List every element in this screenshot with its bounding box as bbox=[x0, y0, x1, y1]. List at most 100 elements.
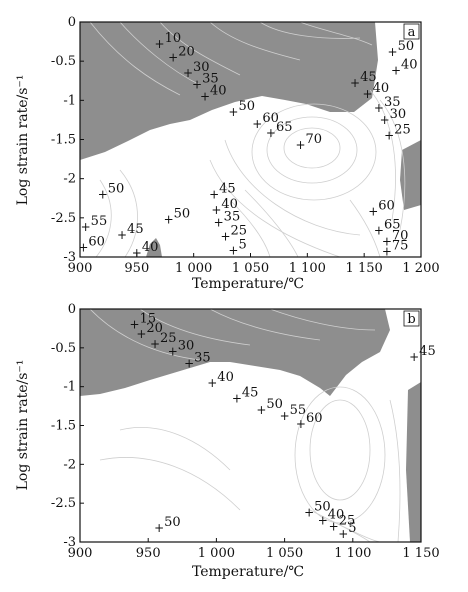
panel-b-contour-label: 50 bbox=[266, 397, 283, 412]
panel-a-contour-lines bbox=[95, 89, 406, 257]
panel-a-contour-marker: + bbox=[78, 241, 88, 255]
panel-a-contour-label: 35 bbox=[384, 95, 401, 110]
panel-a-contour-marker: + bbox=[384, 129, 394, 143]
panel-a-contour-label: 40 bbox=[373, 81, 390, 96]
panel-b-tag-box bbox=[403, 310, 420, 327]
panel-b-contour-marker: + bbox=[168, 345, 178, 359]
panel-a-contour-label: 70 bbox=[392, 228, 409, 243]
panel-a-contour-marker: + bbox=[228, 105, 238, 119]
panel-a-contour-label: 50 bbox=[398, 39, 415, 54]
panel-a-contour-label: 75 bbox=[392, 239, 409, 254]
panel-a-contour-marker: + bbox=[388, 45, 398, 59]
panel-a-x-tick-label: 1 000 bbox=[175, 261, 212, 276]
panel-a-y-tick-label: -0.5 bbox=[51, 54, 76, 69]
panel-a-contour-marker: + bbox=[391, 64, 401, 78]
panel-a-contour-marker: + bbox=[209, 187, 219, 201]
panel-a-y-tick-label: 0 bbox=[68, 15, 76, 30]
panel-b-instability-region-right bbox=[406, 382, 421, 542]
panel-a-y-tick-label: -2 bbox=[63, 172, 76, 187]
panel-a-instability-region-right bbox=[400, 140, 421, 210]
panel-a-contour-label: 10 bbox=[165, 31, 182, 46]
panel-a-plot-area bbox=[80, 22, 421, 257]
panel-a-contour-label: 65 bbox=[384, 217, 401, 232]
panel-b-contour-label: 35 bbox=[194, 350, 211, 365]
panel-a-tag-box bbox=[403, 23, 420, 40]
panel-a-contour-marker: + bbox=[382, 245, 392, 259]
panel-a-contour-label: 70 bbox=[306, 132, 323, 147]
panel-a-contour-marker: + bbox=[374, 101, 384, 115]
panel-a-contour-marker: + bbox=[266, 126, 276, 140]
panel-a-contour-label: 65 bbox=[276, 120, 293, 135]
panel-b-x-tick-label: 1 100 bbox=[334, 546, 371, 561]
panel-a-contour-marker: + bbox=[168, 50, 178, 64]
panel-b-contour-marker: + bbox=[256, 403, 266, 417]
panel-b-contour-marker: + bbox=[184, 356, 194, 370]
panel-b-y-tick-label: -2 bbox=[63, 457, 76, 472]
panel-a-x-tick-label: 1 100 bbox=[289, 261, 326, 276]
panel-a-x-axis-title: Temperature/℃ bbox=[192, 276, 304, 292]
panel-a-contour-marker: + bbox=[252, 117, 262, 131]
panel-a-contour-marker: + bbox=[81, 220, 91, 234]
panel-a-contour-label: 5 bbox=[238, 238, 246, 253]
panel-b-plot-area bbox=[80, 309, 421, 542]
panel-b-instability-region-top bbox=[80, 309, 390, 396]
panel-b-contour-label: 45 bbox=[242, 385, 259, 400]
panel-a-x-tick-label: 1 150 bbox=[346, 261, 383, 276]
panel-a-y-tick-label: -3 bbox=[63, 250, 76, 265]
panel-b-contour-labels: +15+ 20+ 25+ 30+ 35+ 40+ 45+ 50+ 55+ 60+ 45+ 50+ 40+… bbox=[130, 312, 436, 542]
panel-b-x-tick-label: 1 050 bbox=[266, 546, 303, 561]
panel-b-contour-label: 40 bbox=[328, 507, 345, 522]
panel-a-contour-label: 50 bbox=[108, 181, 125, 196]
panel-a-contour-marker: + bbox=[382, 234, 392, 248]
panel-a-contour-marker: + bbox=[374, 223, 384, 237]
panel-b-contour-marker: + bbox=[280, 409, 290, 423]
panel-a: a +10+ 20+ 30+ 35+ 40+ 50+ 60+ 65+ 70+ 45+ 40+ 35+ 3… bbox=[15, 15, 440, 292]
panel-a-contour-marker: + bbox=[200, 89, 210, 103]
panel-a-y-tick-label: -1.5 bbox=[51, 133, 76, 148]
panel-a-contour-marker: + bbox=[192, 78, 202, 92]
panel-b-contour-label: 60 bbox=[306, 411, 323, 426]
panel-b-contour-marker: + bbox=[150, 337, 160, 351]
panel-a-contour-label: 45 bbox=[127, 222, 144, 237]
panel-b-y-axis-title: Log strain rate/s⁻¹ bbox=[15, 360, 31, 491]
panel-b-y-tick-label: 0 bbox=[68, 302, 76, 317]
panel-b-x-tick-label: 950 bbox=[136, 546, 161, 561]
panel-b-y-tick-label: -3 bbox=[63, 535, 76, 550]
panel-a-contour-label: 25 bbox=[394, 123, 411, 138]
panel-a-y-tick-label: -2.5 bbox=[51, 211, 76, 226]
panel-a-contour-label: 45 bbox=[360, 70, 377, 85]
panel-a-contour-label: 20 bbox=[178, 44, 195, 59]
panel-a-contour-label: 35 bbox=[202, 72, 219, 87]
panel-a-contour-label: 60 bbox=[88, 235, 105, 250]
panel-b-x-tick-label: 1 000 bbox=[198, 546, 235, 561]
panel-a-contour-label: 30 bbox=[193, 60, 210, 75]
panel-b-contour-marker: + bbox=[296, 417, 306, 431]
panel-a-x-tick-label: 950 bbox=[124, 261, 149, 276]
panel-a-contour-marker: + bbox=[183, 66, 193, 80]
panel-b-x-ticks: 900 950 1 000 1 050 1 100 1 150 bbox=[68, 538, 440, 561]
panel-a-contour-label: 40 bbox=[221, 197, 238, 212]
panel-a-contour-marker: + bbox=[380, 113, 390, 127]
panel-b-tag: b bbox=[407, 312, 415, 327]
panel-b-contour-marker: + bbox=[207, 376, 217, 390]
panel-b-contour-label: 25 bbox=[339, 513, 356, 528]
panel-a-contour-marker: + bbox=[368, 205, 378, 219]
panel-a-contour-label: 60 bbox=[378, 199, 395, 214]
panel-b-contour-marker: + bbox=[304, 505, 314, 519]
panel-b-contour-marker: + bbox=[130, 318, 140, 332]
panel-b-y-tick-label: -1.5 bbox=[51, 419, 76, 434]
panel-a-contour-marker: + bbox=[155, 37, 165, 51]
panel-a-contour-marker: + bbox=[220, 230, 230, 244]
panel-b-contour-marker: + bbox=[154, 521, 164, 535]
panel-b-y-ticks: 0 -0.5 -1 -1.5 -2 -2.5 -3 bbox=[51, 302, 84, 550]
panel-a-contour-marker: + bbox=[350, 76, 360, 90]
panel-a-contour-label: 40 bbox=[142, 240, 159, 255]
panel-b-contour-marker: + bbox=[329, 519, 339, 533]
panel-a-contour-label: 60 bbox=[262, 111, 279, 126]
panel-b-y-tick-label: -1 bbox=[63, 380, 76, 395]
panel-a-x-tick-label: 900 bbox=[68, 261, 93, 276]
panel-b-contour-label: 45 bbox=[419, 344, 436, 359]
panel-b-contour-label: 5 bbox=[348, 521, 356, 536]
panel-a-contour-label: 30 bbox=[390, 107, 407, 122]
